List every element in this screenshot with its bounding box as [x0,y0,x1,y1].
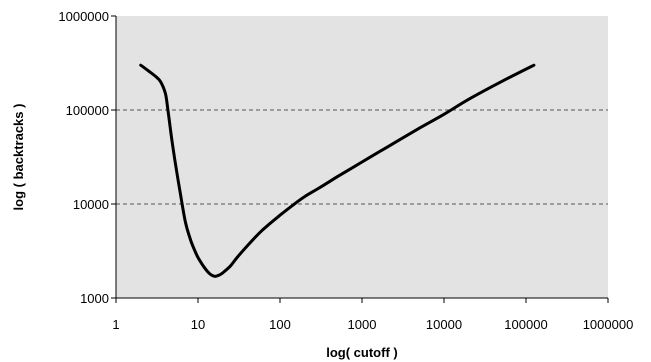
y-tick-label: 1000 [80,291,109,306]
y-tick-label: 100000 [66,103,109,118]
series-line [139,63,536,278]
series [139,63,536,278]
x-tick-label: 10000 [426,317,462,332]
y-tick-label: 10000 [73,197,109,212]
ticks: 1 10 100 1000 10000 100000 1000000 1000 10000 100… [58,9,633,332]
x-tick-label: 100 [269,317,291,332]
plot-area [116,16,608,298]
x-tick-label: 1000 [348,317,377,332]
x-tick-label: 1 [112,317,119,332]
grid-lines [116,109,608,205]
x-axis-title: log( cutoff ) [326,345,397,360]
y-tick-label: 1000000 [58,9,109,24]
x-tick-label: 100000 [504,317,547,332]
y-axis-title: log ( backtracks ) [11,104,26,211]
x-tick-label: 1000000 [583,317,634,332]
x-tick-label: 10 [191,317,205,332]
